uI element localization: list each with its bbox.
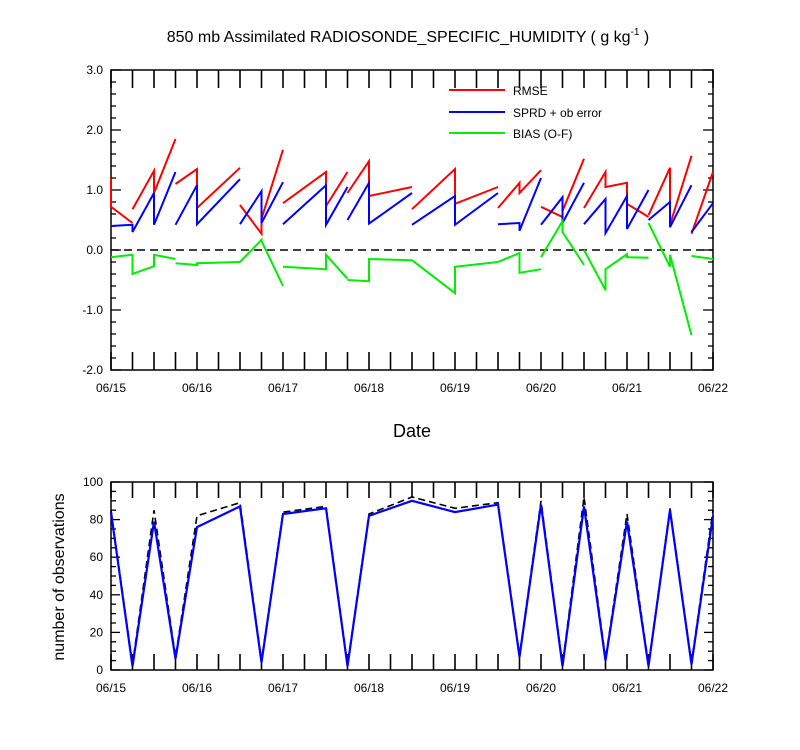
series-line <box>583 249 649 291</box>
x-tick-label: 06/17 <box>268 681 298 695</box>
y-tick-label: -1.0 <box>82 303 103 317</box>
legend-label: SPRD + ob error <box>513 106 602 120</box>
series-line <box>583 168 650 218</box>
legend-label: BIAS (O-F) <box>513 127 572 141</box>
series-line <box>346 157 413 198</box>
x-tick-label: 06/16 <box>182 681 212 695</box>
series-line <box>175 261 241 267</box>
series-line <box>174 178 241 227</box>
y-tick-label: 100 <box>83 475 103 489</box>
bottom-plot-area: 06/15 06/16 06/17 06/18 06/19 06/20 06/21 06/22… <box>83 475 728 695</box>
x-tick-label: 06/18 <box>354 681 384 695</box>
series-line <box>497 251 542 274</box>
y-tick-label: 80 <box>90 513 104 527</box>
legend-label: RMSE <box>513 84 548 98</box>
series-line <box>647 222 693 336</box>
legend: RMSE SPRD + ob error BIAS (O-F) <box>449 84 602 141</box>
title-superscript: -1 <box>631 27 640 38</box>
series-line <box>346 179 413 226</box>
series-line <box>647 184 693 228</box>
series-line <box>110 178 134 224</box>
series-line <box>282 182 349 229</box>
series-line <box>282 252 349 280</box>
plot-frame <box>110 69 714 371</box>
series-line <box>110 253 176 276</box>
y-tick-label: 60 <box>90 550 104 564</box>
series-line <box>583 189 650 237</box>
series-line <box>239 181 284 225</box>
series-sprd-ob-error <box>110 171 714 237</box>
series-line <box>497 169 542 209</box>
series-line <box>497 177 542 232</box>
x-tick-label: 06/20 <box>526 681 556 695</box>
series-line <box>239 149 284 237</box>
bottom-y-axis-label: number of observations <box>51 493 68 660</box>
x-tick-label: 06/15 <box>96 681 126 695</box>
x-tick-label: 06/18 <box>354 381 384 395</box>
x-tick-label: 06/15 <box>96 381 126 395</box>
y-tick-label: 0.0 <box>86 243 103 257</box>
series-line <box>110 171 177 233</box>
series-line <box>540 217 585 266</box>
title-end: ) <box>639 29 649 46</box>
y-tick-label: 0 <box>96 663 103 677</box>
series-line <box>690 171 714 235</box>
obs-series-possible <box>110 496 714 665</box>
series-line <box>131 138 177 210</box>
y-tick-label: 1.0 <box>86 183 103 197</box>
series-line <box>411 166 499 210</box>
x-tick-label: 06/22 <box>698 681 728 695</box>
series-bias-o-f- <box>110 217 714 336</box>
top-chart-title: 850 mb Assimilated RADIOSONDE_SPECIFIC_H… <box>167 27 650 46</box>
x-tick-label: 06/22 <box>698 381 728 395</box>
x-tick-label: 06/20 <box>526 381 556 395</box>
x-tick-label: 06/17 <box>268 381 298 395</box>
y-tick-label: 20 <box>90 625 104 639</box>
y-tick-label: 40 <box>90 588 104 602</box>
series-rmse <box>110 138 714 237</box>
x-tick-label: 06/16 <box>182 381 212 395</box>
series-line <box>239 237 284 287</box>
top-x-axis-label: Date <box>393 421 431 441</box>
top-plot-area: 06/15 06/16 06/17 06/18 06/19 06/20 06/21 06/22… <box>82 63 728 395</box>
series-line <box>411 259 499 296</box>
series-line <box>540 182 585 226</box>
x-tick-label: 06/21 <box>612 681 642 695</box>
y-tick-label: -2.0 <box>82 363 103 377</box>
series-line <box>690 202 714 233</box>
series-line <box>347 257 413 283</box>
title-main: 850 mb Assimilated RADIOSONDE_SPECIFIC_H… <box>167 29 631 46</box>
series-line <box>282 170 349 210</box>
x-tick-label: 06/19 <box>440 681 470 695</box>
plot-frame <box>110 481 714 671</box>
y-tick-label: 3.0 <box>86 63 103 77</box>
obs-series-assimilated <box>109 499 715 667</box>
series-line <box>647 155 693 226</box>
x-tick-label: 06/19 <box>440 381 470 395</box>
y-tick-label: 2.0 <box>86 123 103 137</box>
series-line <box>691 255 714 260</box>
x-tick-label: 06/21 <box>612 381 642 395</box>
series-line <box>411 192 499 227</box>
